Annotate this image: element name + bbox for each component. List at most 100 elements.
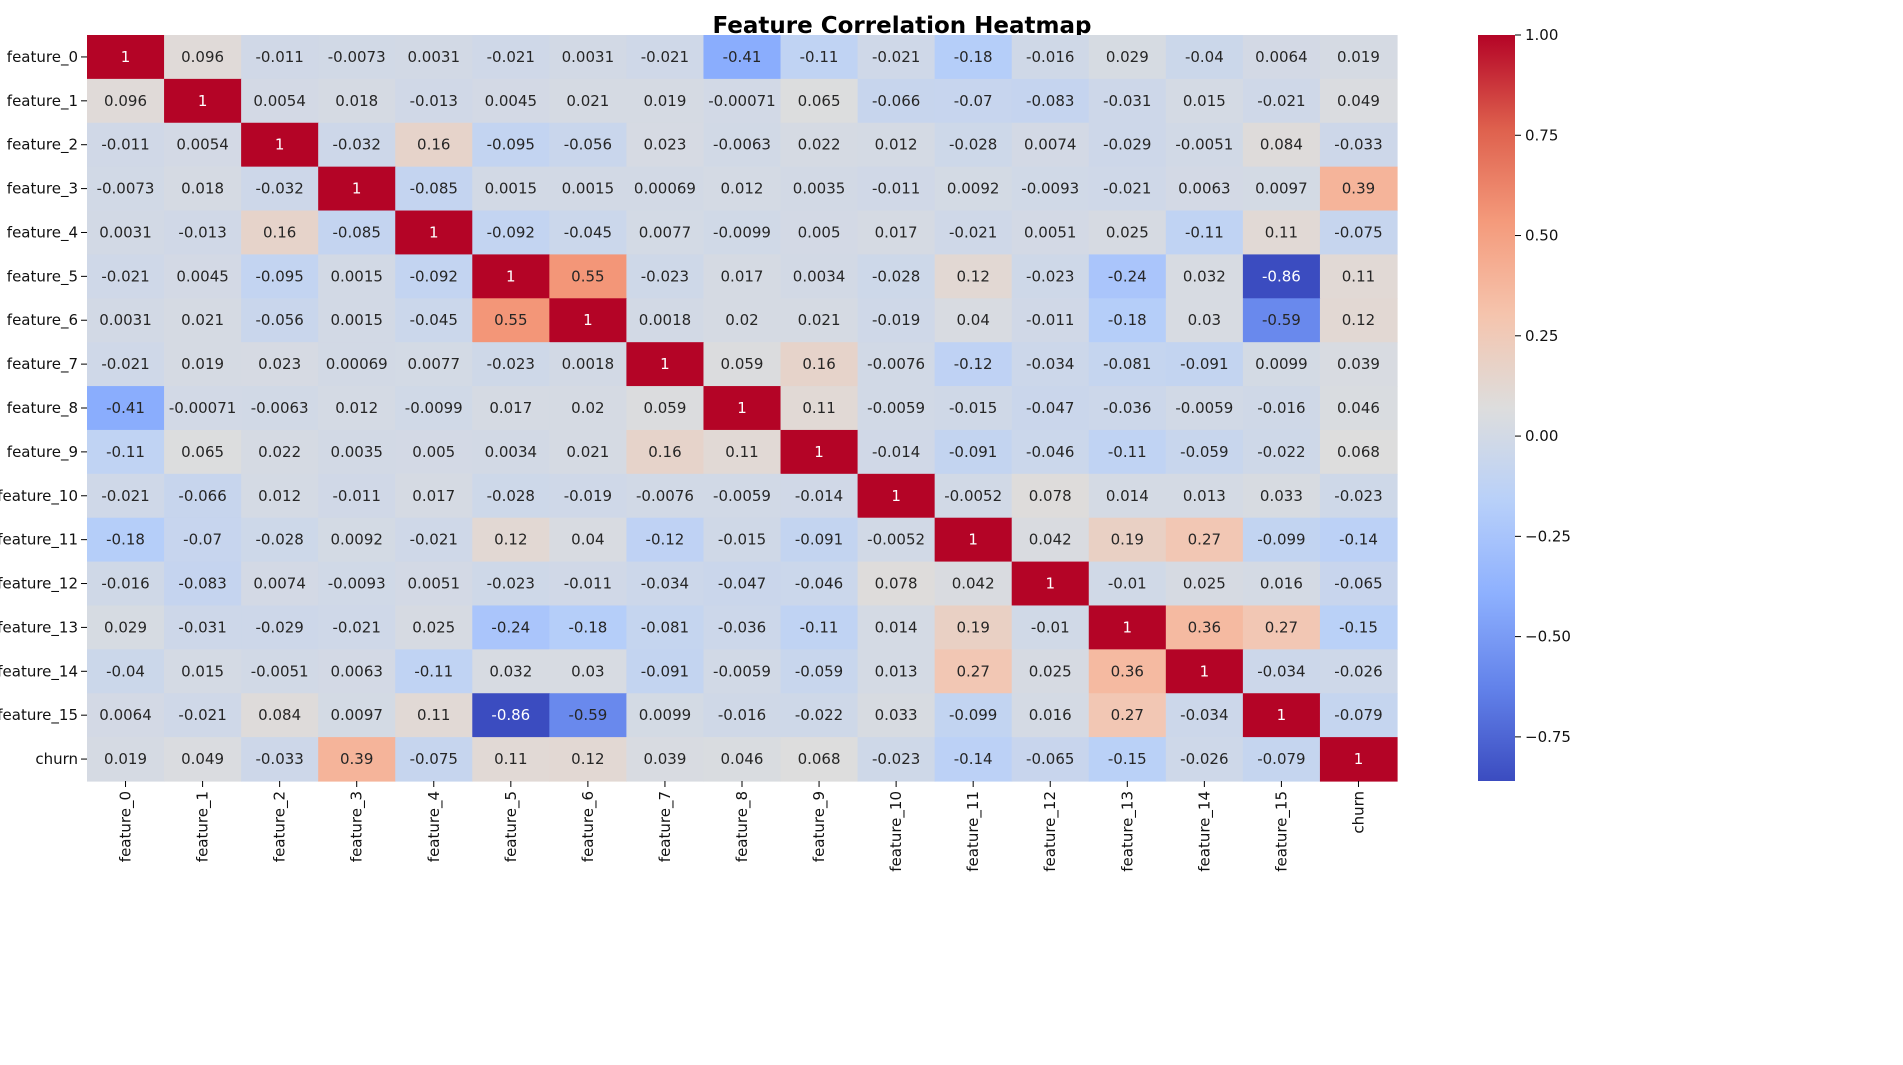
heatmap-cell [318,649,396,694]
heatmap-cell [1011,693,1090,738]
colorbar-tick-label: 0.00 [1525,427,1558,445]
cell-value-label: -0.0059 [713,662,771,680]
heatmap-cell [549,386,628,431]
heatmap-cell [934,605,1013,650]
heatmap-cell [318,429,396,475]
heatmap-cell [241,561,319,607]
heatmap-cell [87,561,165,607]
heatmap-cell [87,342,165,387]
cell-value-label: 0.014 [875,618,918,636]
y-tick-label: feature_0 [7,48,78,67]
cell-value-label: 0.03 [571,662,604,680]
y-tick-label: feature_13 [0,618,78,637]
heatmap-cell [472,386,550,431]
heatmap-cell [1319,649,1398,694]
heatmap-cell [395,78,473,124]
y-tick-label: feature_7 [7,355,78,374]
y-tick-label: feature_8 [7,399,78,418]
heatmap-cell [780,649,859,694]
heatmap-cell [1088,649,1167,694]
heatmap-cell [703,693,782,738]
heatmap-cell [164,693,242,738]
cell-value-label: 0.0054 [176,136,229,154]
heatmap-cell [1319,693,1398,738]
cell-value-label: -0.034 [1026,355,1074,373]
y-tick-label: feature_15 [0,706,78,725]
cell-value-label: -0.14 [1339,531,1378,549]
heatmap-cell [472,649,550,694]
cell-value-label: 0.0099 [1255,355,1308,373]
cell-value-label: 0.042 [952,575,995,593]
heatmap-cell [472,78,550,124]
heatmap-cell [1011,737,1090,782]
cell-value-label: -0.0073 [97,180,155,198]
cell-value-label: 0.046 [1337,399,1380,417]
cell-value-label: -0.081 [1103,355,1151,373]
heatmap-cell [857,298,936,343]
cell-value-label: 0.022 [258,443,301,461]
cell-value-label: -0.022 [1257,443,1305,461]
cell-value-label: 0.029 [104,618,147,636]
cell-value-label: -0.021 [101,355,149,373]
heatmap-cell [87,737,165,782]
cell-value-label: -0.023 [487,575,535,593]
heatmap-cell [857,737,936,782]
heatmap-cell [241,210,319,256]
cell-value-label: 0.015 [1183,92,1226,110]
heatmap-cell [1011,342,1090,387]
heatmap-cell [1088,342,1167,387]
heatmap-cell [703,78,782,124]
heatmap-cell [164,122,242,168]
heatmap-cell [934,342,1013,387]
heatmap-cell [626,737,705,782]
cell-value-label: 0.0031 [562,48,615,66]
cell-value-label: -0.016 [1257,399,1305,417]
x-tick-label: feature_2 [271,791,290,862]
heatmap-cell [703,517,782,563]
cell-value-label: -0.013 [178,223,226,241]
cell-value-label: -0.034 [641,575,689,593]
y-tick-label: feature_10 [0,487,78,506]
cell-value-label: -0.011 [564,575,612,593]
cell-value-label: -0.091 [1180,355,1228,373]
heatmap-cell [549,693,628,738]
heatmap-cell [549,298,628,343]
heatmap-cell [164,473,242,519]
heatmap-cell [780,386,859,431]
cell-value-label: -0.022 [795,706,843,724]
heatmap-cell [87,386,165,431]
cell-value-label: 0.0031 [99,311,152,329]
cell-value-label: 1 [275,136,285,154]
cell-value-label: 0.16 [648,443,681,461]
heatmap-cell [1242,605,1321,650]
heatmap-cell [472,517,550,563]
x-tick-label: feature_9 [810,791,829,862]
heatmap-cell [626,561,705,607]
cell-value-label: 0.0092 [947,180,1000,198]
cell-value-label: -0.0059 [1175,399,1233,417]
heatmap-cell [1165,35,1244,80]
cell-value-label: -0.41 [106,399,145,417]
heatmap-cell [703,429,782,475]
heatmap-cell [1088,78,1167,124]
cell-value-label: 0.012 [335,399,378,417]
cell-value-label: -0.0051 [251,662,309,680]
cell-value-label: -0.023 [872,750,920,768]
heatmap-cell [241,166,319,212]
cell-value-label: 0.017 [489,399,532,417]
cell-value-label: -0.026 [1334,662,1382,680]
heatmap-cell [1088,35,1167,80]
cell-value-label: -0.00071 [169,399,236,417]
heatmap-cell [87,210,165,256]
cell-value-label: -0.065 [1334,575,1382,593]
cell-value-label: -0.11 [414,662,453,680]
cell-value-label: -0.18 [106,531,145,549]
x-tick-label: feature_5 [502,791,521,862]
cell-value-label: 0.078 [1029,487,1072,505]
heatmap-cell [549,35,628,80]
cell-value-label: 0.042 [1029,531,1072,549]
cell-value-label: 0.27 [956,662,989,680]
cell-value-label: 1 [1200,662,1210,680]
cell-value-label: 0.55 [571,267,604,285]
cell-value-label: -0.045 [564,223,612,241]
